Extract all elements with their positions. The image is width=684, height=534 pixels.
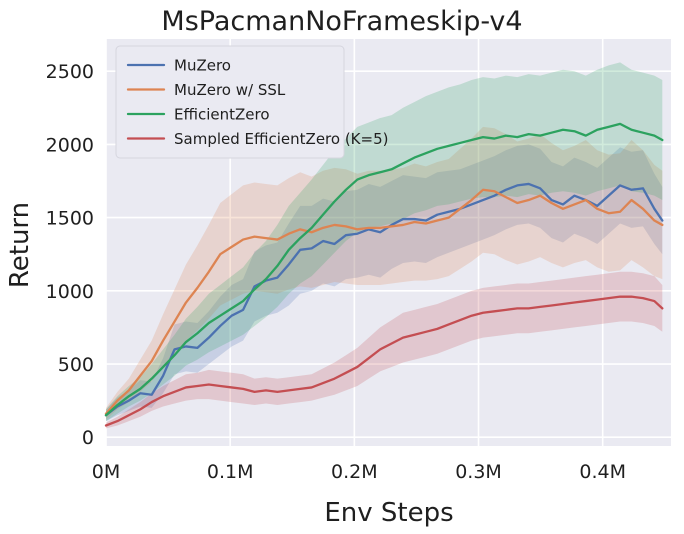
- series-line-1: [104, 188, 664, 415]
- legend-item-2[interactable]: EfficientZero: [126, 106, 270, 124]
- y-tick-label-2: 1000: [46, 281, 94, 303]
- y-tick-label-5: 2500: [46, 61, 94, 83]
- series-band-2: [106, 62, 663, 422]
- legend-label-3: Sampled EfficientZero (K=5): [174, 130, 388, 148]
- x-tick-label-3: 0.3M: [455, 461, 502, 483]
- legend-item-3[interactable]: Sampled EfficientZero (K=5): [126, 130, 388, 148]
- y-tick-label-0: 0: [82, 427, 94, 449]
- x-axis-label: Env Steps: [324, 498, 453, 528]
- series-line-3: [104, 295, 664, 427]
- series-line-0: [104, 182, 664, 417]
- legend-item-1[interactable]: MuZero w/ SSL: [126, 81, 286, 99]
- x-tick-label-4: 0.4M: [579, 461, 626, 483]
- y-axis-label: Return: [5, 202, 35, 288]
- x-tick-label-2: 0.2M: [331, 461, 378, 483]
- y-tick-label-1: 500: [58, 354, 94, 376]
- series-line-2: [104, 122, 664, 417]
- chart-legend: MuZero MuZero w/ SSL EfficientZero Sampled …: [115, 45, 388, 159]
- x-tick-label-0: 0M: [92, 461, 120, 483]
- legend-label-2: EfficientZero: [174, 106, 270, 124]
- legend-label-1: MuZero w/ SSL: [174, 81, 286, 99]
- chart-title: MsPacmanNoFrameskip-v4: [161, 6, 522, 37]
- x-tick-label-1: 0.1M: [207, 461, 254, 483]
- legend-label-0: MuZero: [174, 57, 231, 75]
- y-tick-label-3: 1500: [46, 208, 94, 230]
- legend-item-0[interactable]: MuZero: [126, 57, 231, 75]
- series-band-1: [106, 126, 663, 420]
- y-tick-label-4: 2000: [46, 134, 94, 156]
- legend-box: [115, 45, 345, 159]
- series-band-0: [106, 144, 663, 422]
